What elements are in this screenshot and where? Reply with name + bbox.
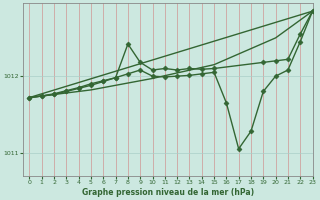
X-axis label: Graphe pression niveau de la mer (hPa): Graphe pression niveau de la mer (hPa) <box>82 188 254 197</box>
